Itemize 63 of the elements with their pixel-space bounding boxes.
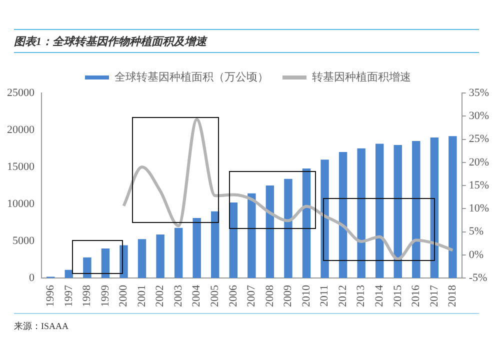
x-tick-label: 2013: [355, 284, 368, 307]
bar: [394, 145, 402, 278]
x-tick-label: 2000: [118, 284, 130, 307]
x-tick-label: 2005: [209, 284, 222, 307]
bar: [156, 234, 164, 278]
bar: [83, 257, 92, 278]
bar: [174, 228, 183, 278]
x-tick-label: 2011: [318, 285, 331, 307]
x-tick-label: 2001: [136, 285, 148, 307]
bar: [192, 218, 201, 278]
x-tick-label: 2006: [227, 284, 240, 307]
x-tick-label: 2009: [282, 284, 294, 307]
bar: [138, 239, 146, 278]
x-tick-label: 1998: [81, 284, 94, 307]
y-tick-label: 15000: [7, 160, 35, 173]
y2-tick-label: 0%: [468, 248, 484, 261]
x-tick-label: 2003: [172, 284, 184, 307]
x-tick-label: 2010: [300, 284, 312, 307]
x-tick-label: 1999: [99, 284, 112, 307]
x-tick-label: 2016: [410, 284, 422, 307]
bar: [248, 193, 256, 278]
y-tick-label: 5000: [12, 234, 35, 247]
line-series: [122, 118, 454, 261]
y-tick-label: 0: [29, 272, 35, 284]
x-tick-label: 2008: [264, 284, 276, 307]
x-tick-label: 2004: [190, 284, 203, 307]
legend-label: 全球转基因种植面积（万公顷）: [114, 70, 268, 84]
y2-tick-label: 15%: [468, 179, 490, 192]
y2-tick-label: 25%: [468, 133, 490, 146]
source-note: 来源：ISAAA: [14, 320, 69, 333]
bar: [320, 160, 329, 278]
x-tick-label: 2007: [246, 284, 258, 307]
bar: [266, 186, 274, 278]
chart-title: 图表1：全球转基因作物种植面积及增速: [14, 36, 206, 48]
bar: [448, 136, 457, 278]
y2-tick-label: 30%: [468, 110, 490, 122]
y2-tick-label: 5%: [468, 226, 484, 238]
y-tick-label: 10000: [7, 198, 35, 210]
x-tick-label: 2018: [446, 284, 459, 307]
legend-label: 转基因种植面积增速: [312, 70, 411, 84]
y2-tick-label: -5%: [468, 272, 488, 284]
y-tick-label: 25000: [7, 86, 35, 99]
bar: [375, 144, 384, 278]
x-tick-label: 1996: [44, 284, 57, 307]
x-tick-label: 2015: [392, 284, 404, 307]
bar: [101, 248, 110, 278]
bar: [302, 168, 311, 278]
y-tick-label: 20000: [7, 124, 35, 136]
x-tick-label: 2012: [336, 285, 349, 307]
bar: [229, 202, 238, 278]
x-tick-label: 1997: [62, 284, 75, 307]
bar: [357, 148, 366, 278]
bar: [412, 141, 420, 278]
x-tick-label: 2017: [428, 284, 440, 307]
bar: [211, 211, 220, 278]
bar: [338, 152, 348, 278]
y2-tick-label: 10%: [468, 202, 490, 215]
x-tick-label: 2002: [154, 285, 166, 307]
bar: [284, 178, 292, 278]
bar: [64, 270, 74, 278]
x-tick-label: 2014: [373, 284, 386, 307]
y2-tick-label: 20%: [468, 156, 490, 168]
y2-tick-label: 35%: [468, 86, 490, 99]
